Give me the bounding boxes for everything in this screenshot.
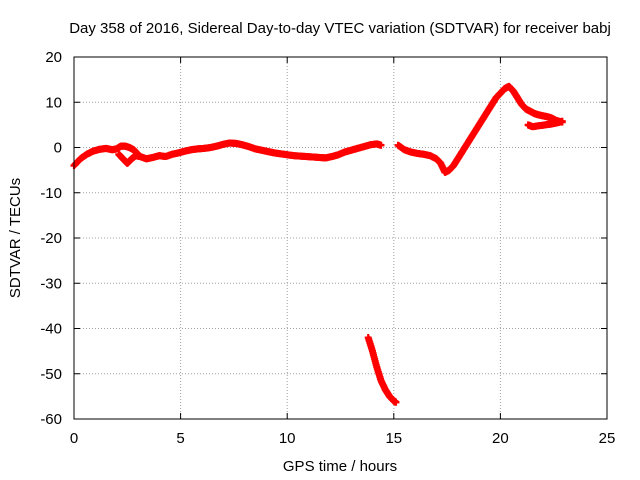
y-tick-label: -60	[40, 411, 62, 428]
series-mid-15h-17h	[394, 82, 566, 176]
data-point	[558, 117, 566, 125]
x-tick-label: 25	[599, 430, 616, 447]
x-axis-label: GPS time / hours	[283, 458, 397, 475]
y-tick-label: -50	[40, 366, 62, 383]
tick-labels: 0 5 10 15 20 25 -60 -50 -40 -30 -20 -10 0 10 20	[40, 49, 615, 447]
y-tick-label: 10	[45, 94, 62, 111]
chart-title: Day 358 of 2016, Sidereal Day-to-day VTE…	[69, 20, 611, 37]
y-tick-label: 20	[45, 49, 62, 66]
x-tick-label: 20	[492, 430, 509, 447]
x-tick-label: 5	[176, 430, 184, 447]
x-tick-label: 15	[385, 430, 402, 447]
y-tick-label: -40	[40, 321, 62, 338]
y-tick-label: -10	[40, 185, 62, 202]
series-main-trace	[70, 142, 142, 170]
data-points	[70, 82, 566, 406]
x-tick-label: 10	[279, 430, 296, 447]
series-low-branch-21h	[524, 117, 566, 131]
y-axis-label: SDTVAR / TECUs	[7, 178, 24, 298]
x-tick-label: 0	[70, 430, 78, 447]
data-point	[377, 141, 385, 149]
series-drop-14h	[364, 334, 400, 406]
series-dip-2h	[115, 139, 385, 167]
y-tick-label: -20	[40, 230, 62, 247]
data-point	[392, 398, 400, 406]
y-tick-label: 0	[54, 140, 62, 157]
plot-frame	[73, 56, 608, 420]
y-tick-label: -30	[40, 275, 62, 292]
